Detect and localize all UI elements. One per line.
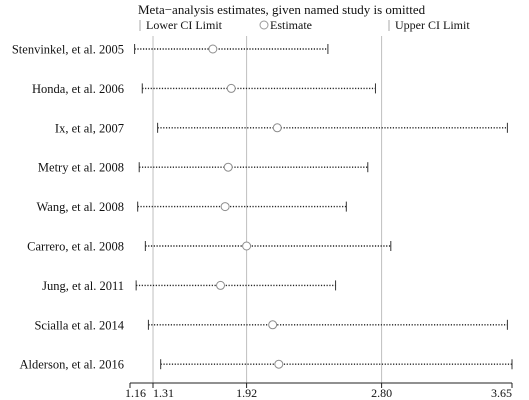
study-row [160,359,513,370]
study-row [138,162,369,173]
x-tick-label: 1.16 [125,386,146,400]
study-row [147,319,508,330]
study-label: Jung, et al. 2011 [42,279,124,293]
chart-title: Meta−analysis estimates, given named stu… [138,2,426,17]
legend-estimate-label: Estimate [270,18,312,32]
confidence-intervals [134,44,513,370]
study-row [144,241,392,251]
study-row [157,122,508,133]
estimate-point [220,202,230,212]
x-tick-label: 3.65 [491,386,512,400]
estimate-point [226,83,236,93]
study-label: Stenvinkel, et al. 2005 [12,43,124,57]
legend-estimate-marker [259,20,269,30]
estimate-point [223,162,233,172]
x-tick-label: 1.92 [236,386,257,400]
legend-upper-label: Upper CI Limit [395,18,470,32]
study-label: Honda, et al. 2006 [32,82,124,96]
study-label: Alderson, et al. 2016 [20,358,125,372]
study-label: Carrero, et al. 2008 [27,240,124,254]
study-labels: Stenvinkel, et al. 2005 Honda, et al. 200… [12,43,125,372]
study-label: Scialla et al. 2014 [34,318,124,332]
x-axis: 1.16 1.31 1.92 2.80 3.65 [125,382,513,400]
estimate-point [274,359,284,369]
study-label: Wang, et al. 2008 [36,200,124,214]
estimate-point [216,280,226,290]
estimate-point [268,320,278,330]
x-tick-label: 1.31 [153,386,174,400]
study-label: Ix, et al, 2007 [55,121,124,135]
estimate-point [208,44,218,54]
x-tick-label: 2.80 [371,386,392,400]
legend-lower-label: Lower CI Limit [146,18,223,32]
study-row [134,44,329,54]
legend: Lower CI Limit Estimate Upper CI Limit [139,18,470,32]
study-row [141,83,376,94]
estimate-point [272,123,282,133]
study-row [135,280,337,291]
estimate-point [242,241,252,251]
study-row [137,201,347,212]
study-label: Metry et al. 2008 [38,161,124,175]
